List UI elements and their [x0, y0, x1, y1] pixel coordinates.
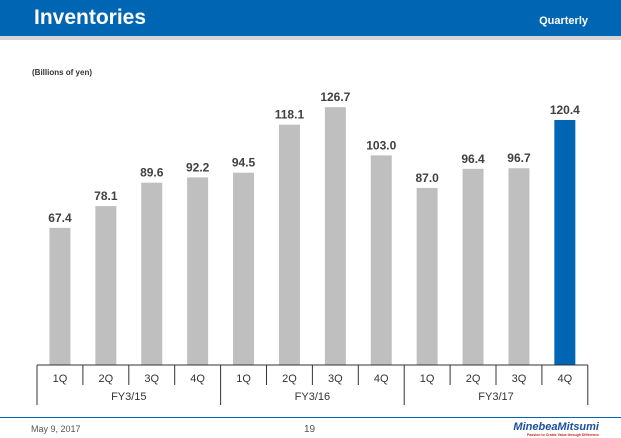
quarter-tick-label: 1Q	[420, 373, 435, 385]
logo-name: MinebeaMitsumi	[513, 421, 599, 433]
fiscal-year-label: FY3/16	[295, 391, 330, 403]
data-label: 87.0	[415, 171, 439, 185]
logo-tagline: Passion to Create Value through Differen…	[527, 433, 599, 437]
data-label: 89.6	[140, 166, 164, 180]
bar	[233, 172, 255, 365]
unit-label: (Billions of yen)	[32, 68, 92, 77]
bar	[554, 119, 576, 366]
quarter-tick-label: 1Q	[236, 373, 251, 385]
bar	[462, 168, 484, 365]
header-stripe	[0, 36, 621, 40]
quarter-tick-label: 4Q	[374, 373, 389, 385]
data-label: 103.0	[366, 138, 396, 152]
data-label: 126.7	[320, 90, 350, 104]
quarter-tick-label: 3Q	[512, 373, 527, 385]
footer-date: May 9, 2017	[31, 424, 81, 434]
header-bar	[0, 0, 621, 36]
data-label: 78.1	[94, 189, 118, 203]
data-label: 92.2	[186, 160, 210, 174]
bar	[508, 168, 530, 365]
quarter-tick-label: 3Q	[144, 373, 159, 385]
period-label: Quarterly	[539, 15, 588, 27]
footer-line	[0, 417, 621, 418]
bar	[278, 124, 300, 365]
quarter-tick-label: 2Q	[282, 373, 297, 385]
data-label: 94.5	[232, 156, 256, 170]
company-logo: MinebeaMitsumi Passion to Create Value th…	[513, 421, 599, 437]
bar	[187, 177, 209, 365]
fiscal-year-label: FY3/17	[478, 391, 513, 403]
bar	[141, 182, 163, 365]
data-label: 120.4	[550, 103, 580, 117]
quarter-tick-label: 4Q	[558, 373, 573, 385]
quarter-tick-label: 4Q	[190, 373, 205, 385]
quarter-tick-label: 2Q	[466, 373, 481, 385]
data-label: 118.1	[275, 108, 305, 122]
bar	[324, 107, 346, 365]
data-label: 96.7	[507, 151, 531, 165]
quarter-tick-label: 2Q	[99, 373, 114, 385]
bar	[370, 155, 392, 365]
data-label: 67.4	[48, 211, 72, 225]
data-label: 96.4	[461, 152, 485, 166]
fiscal-year-label: FY3/15	[111, 391, 146, 403]
bar	[416, 187, 438, 365]
bar	[95, 206, 117, 365]
quarter-tick-label: 1Q	[53, 373, 68, 385]
quarter-tick-label: 3Q	[328, 373, 343, 385]
bar	[49, 227, 71, 365]
page-title: Inventories	[34, 6, 147, 29]
page-number: 19	[304, 424, 316, 435]
